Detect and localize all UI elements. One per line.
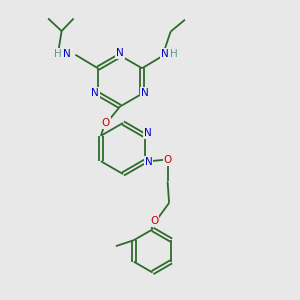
Text: N: N xyxy=(145,157,153,167)
Text: O: O xyxy=(164,155,172,165)
Text: H: H xyxy=(170,49,178,58)
Text: N: N xyxy=(63,49,71,58)
Text: N: N xyxy=(91,88,99,98)
Text: O: O xyxy=(150,216,158,226)
Text: O: O xyxy=(101,118,110,128)
Text: N: N xyxy=(141,88,149,98)
Text: H: H xyxy=(54,49,62,58)
Text: N: N xyxy=(116,48,124,58)
Text: N: N xyxy=(161,49,169,58)
Text: N: N xyxy=(144,128,152,138)
